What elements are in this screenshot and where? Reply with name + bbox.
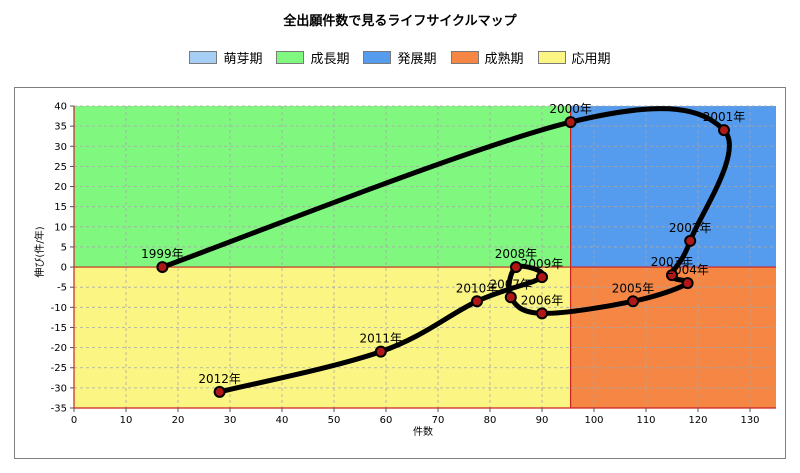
y-tick-label: -20 xyxy=(51,343,67,354)
data-point xyxy=(504,291,517,304)
x-tick-label: 70 xyxy=(432,415,445,426)
x-tick-label: 60 xyxy=(380,415,393,426)
data-label: 2005年 xyxy=(612,281,655,295)
x-tick-label: 130 xyxy=(740,415,759,426)
data-label: 2003年 xyxy=(651,255,694,269)
y-tick-label: 25 xyxy=(54,162,67,173)
x-tick-label: 120 xyxy=(688,415,707,426)
data-point xyxy=(681,277,694,290)
data-point xyxy=(213,385,226,398)
x-tick-label: 0 xyxy=(71,415,77,426)
legend-swatch xyxy=(363,51,392,64)
data-point xyxy=(627,295,639,308)
legend-swatch xyxy=(276,51,305,64)
y-tick-label: 10 xyxy=(54,222,67,233)
y-tick-label: -15 xyxy=(51,323,67,334)
legend-swatch xyxy=(189,51,218,64)
data-label: 2006年 xyxy=(521,293,564,307)
y-tick-label: 0 xyxy=(61,263,67,274)
legend-item: 成熟期 xyxy=(450,48,524,67)
data-point xyxy=(666,269,678,282)
x-tick-label: 100 xyxy=(584,415,603,426)
x-axis-title: 件数 xyxy=(413,425,433,438)
legend-item: 成長期 xyxy=(276,48,349,67)
y-tick-label: 35 xyxy=(54,122,67,133)
legend-swatch xyxy=(450,51,479,64)
x-tick-label: 30 xyxy=(224,415,237,426)
data-label: 2007年 xyxy=(490,277,533,291)
data-label: 2011年 xyxy=(360,332,403,346)
y-tick-label: 15 xyxy=(54,202,67,213)
x-tick-label: 50 xyxy=(328,415,341,426)
data-point xyxy=(374,345,387,358)
data-label: 2000年 xyxy=(549,102,592,116)
data-point xyxy=(536,271,548,284)
legend-label: 発展期 xyxy=(397,52,437,67)
legend-item: 萌芽期 xyxy=(189,48,262,67)
data-point xyxy=(718,124,730,137)
chart-title: 全出願件数で見るライフサイクルマップ xyxy=(283,14,517,29)
legend: 萌芽期 成長期 発展期 成熟期 応用期 xyxy=(0,48,800,67)
data-label: 2010年 xyxy=(456,281,499,295)
y-tick-label: -25 xyxy=(51,363,67,374)
y-tick-label: -35 xyxy=(51,404,67,415)
y-tick-label: -30 xyxy=(51,383,67,394)
legend-label: 成熟期 xyxy=(484,52,524,67)
y-tick-label: -5 xyxy=(57,283,67,294)
data-point xyxy=(156,261,169,274)
quadrant-application xyxy=(74,267,571,408)
legend-item: 発展期 xyxy=(363,48,437,67)
y-axis-title: 伸び(件/年) xyxy=(33,226,46,277)
legend-swatch xyxy=(537,51,566,64)
data-point xyxy=(564,116,577,129)
y-tick-label: -10 xyxy=(51,303,67,314)
chart-frame xyxy=(14,87,786,459)
legend-item: 応用期 xyxy=(537,48,611,67)
legend-label: 萌芽期 xyxy=(223,52,263,67)
x-tick-label: 20 xyxy=(172,415,185,426)
data-label: 1999年 xyxy=(141,247,184,261)
data-label: 2001年 xyxy=(703,110,746,124)
legend-label: 応用期 xyxy=(571,52,611,67)
data-point xyxy=(684,234,697,247)
legend-label: 成長期 xyxy=(310,52,350,67)
y-tick-label: 30 xyxy=(54,142,67,153)
data-label: 2012年 xyxy=(198,372,241,386)
data-label: 2002年 xyxy=(669,221,712,235)
data-point xyxy=(471,295,483,308)
x-tick-label: 90 xyxy=(536,415,549,426)
y-tick-label: 5 xyxy=(61,242,67,253)
data-label: 2009年 xyxy=(521,257,564,271)
x-tick-label: 40 xyxy=(276,415,289,426)
y-tick-label: 20 xyxy=(54,182,67,193)
data-point xyxy=(536,307,548,320)
x-tick-label: 110 xyxy=(636,415,655,426)
data-point xyxy=(510,261,522,274)
quadrant-development xyxy=(570,106,776,268)
y-tick-label: 40 xyxy=(54,102,67,113)
data-label: 2004年 xyxy=(666,263,709,277)
x-tick-label: 10 xyxy=(120,415,133,426)
data-label: 2008年 xyxy=(495,247,538,261)
x-tick-label: 80 xyxy=(484,415,497,426)
